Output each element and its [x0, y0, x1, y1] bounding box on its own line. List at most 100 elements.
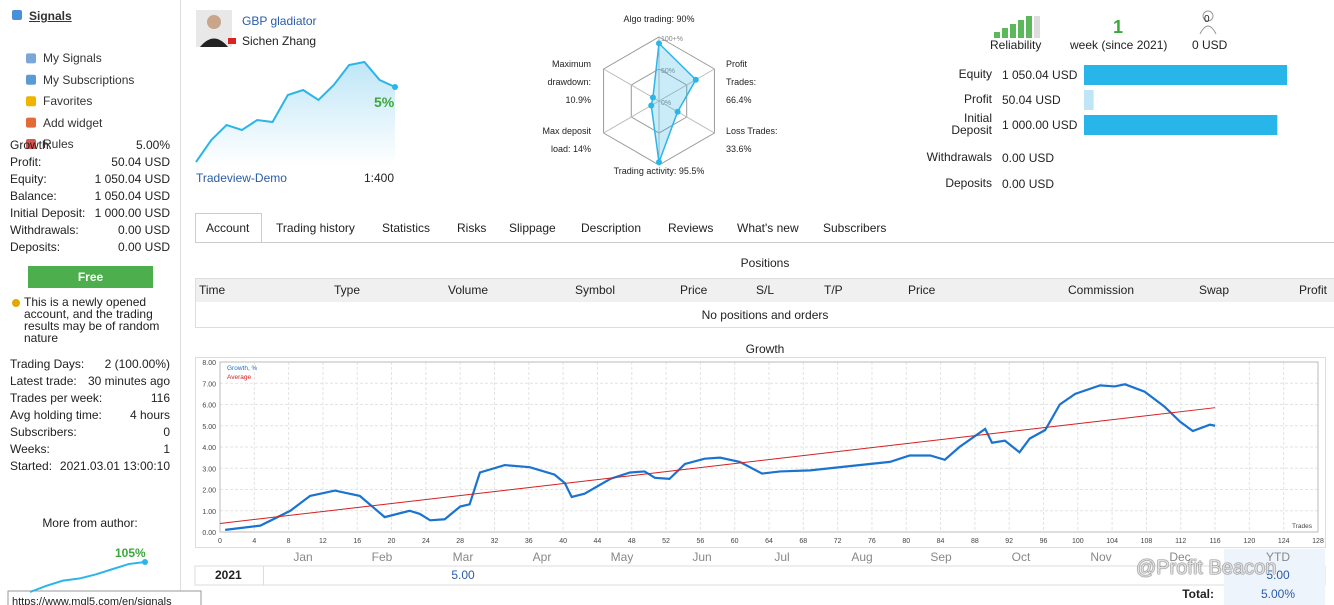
y-tick-label: 3.00	[202, 466, 216, 473]
subscribers-icon	[1199, 10, 1217, 35]
signal-name[interactable]: GBP gladiator	[242, 14, 317, 28]
summary-value: 0.00 USD	[1002, 177, 1055, 191]
radar-point	[649, 94, 656, 101]
free-button[interactable]: Free	[28, 266, 153, 288]
menu-item[interactable]: Favorites	[43, 94, 93, 109]
reliability: Reliability	[990, 38, 1042, 52]
more-title: More from author:	[42, 516, 138, 530]
radar-spoke	[658, 100, 715, 134]
radar-spoke	[658, 68, 715, 102]
tab[interactable]: Description	[581, 221, 642, 235]
x-tick-label: 32	[491, 538, 499, 545]
menu-item[interactable]: My Subscriptions	[43, 72, 135, 87]
x-axis-label: Trades	[1292, 523, 1313, 530]
ytd-col	[1224, 549, 1325, 605]
x-tick-label: 48	[628, 538, 636, 545]
total-label: Total:	[1182, 587, 1214, 601]
tab[interactable]: Account	[206, 221, 250, 235]
tab[interactable]: Risks	[457, 221, 487, 235]
x-tick-label: 44	[594, 538, 602, 545]
tab[interactable]: What's new	[737, 221, 799, 235]
column-header: Volume	[448, 283, 489, 297]
table-header-bg	[195, 278, 1334, 302]
summary-label: Initial Deposit	[951, 111, 992, 137]
radar-label: Trades:	[726, 77, 756, 87]
stat-label: Balance:	[10, 189, 57, 203]
x-tick-label: 116	[1209, 538, 1220, 545]
radar-label: 10.9%	[565, 95, 591, 105]
menu-icon	[26, 53, 36, 64]
radar-label: 33.6%	[726, 144, 752, 154]
y-tick-label: 6.00	[202, 403, 216, 410]
menu-item[interactable]: Add widget	[43, 115, 103, 130]
y-tick-label: 2.00	[202, 488, 216, 495]
table-border	[195, 278, 1334, 328]
menu-item[interactable]: Signals	[29, 9, 72, 23]
x-tick-label: 28	[456, 538, 464, 545]
tab[interactable]: Subscribers	[823, 221, 887, 235]
weeks: 1	[1113, 17, 1124, 37]
stat-label: Initial Deposit:	[10, 206, 86, 220]
notice: This is a newly opened account, and the …	[24, 295, 160, 345]
weeks-label: week (since 2021)	[1070, 38, 1168, 52]
watermark: @Profit Beacon	[1136, 557, 1277, 579]
subscribers: 0	[1204, 14, 1210, 25]
x-tick-label: 0	[218, 538, 222, 545]
empty-row: No positions and orders	[701, 308, 829, 322]
trade-label: Latest trade:	[10, 374, 77, 388]
radar-point	[692, 76, 699, 83]
x-tick-label: 8	[287, 538, 291, 545]
column-header: Symbol	[575, 283, 616, 297]
trade-label: Avg holding time:	[10, 408, 102, 422]
stat-value: 0.00 USD	[117, 240, 170, 254]
x-tick-label: 100	[1072, 538, 1084, 545]
notice-icon	[12, 299, 20, 307]
stat-label: Profit:	[10, 155, 42, 169]
menu-item[interactable]: Rules	[43, 137, 74, 151]
tab[interactable]: Reviews	[668, 221, 714, 235]
trade-label: Started:	[10, 459, 53, 473]
column-header: Type	[334, 283, 361, 297]
x-tick-label: 124	[1278, 538, 1290, 545]
month: Apr	[532, 550, 552, 564]
menu-item[interactable]: My Signals	[43, 51, 102, 66]
summary-bar	[1084, 115, 1278, 135]
menu-icon	[26, 96, 36, 107]
url-box	[7, 590, 202, 605]
x-tick-label: 92	[1005, 538, 1013, 545]
x-tick-label: 84	[937, 538, 945, 545]
plot-frame	[219, 361, 1319, 533]
tab[interactable]: Statistics	[382, 221, 431, 235]
stat-value: 0.00 USD	[117, 223, 170, 237]
trade-label: Weeks:	[10, 442, 50, 456]
tab[interactable]: Slippage	[509, 221, 556, 235]
summary-bar	[1084, 65, 1287, 85]
flag	[228, 38, 236, 44]
summary-bar	[1084, 90, 1094, 110]
month: Sep	[930, 550, 952, 564]
author-spark	[29, 561, 146, 593]
month: Aug	[851, 550, 873, 564]
x-tick-label: 68	[799, 538, 807, 545]
leverage: 1:400	[364, 171, 395, 185]
summary-label: Equity	[958, 67, 992, 81]
spark-growth: 5%	[374, 94, 395, 110]
radar-label: Trading activity: 95.5%	[614, 166, 705, 176]
server[interactable]: Tradeview-Demo	[196, 171, 287, 185]
tab[interactable]: Trading history	[276, 221, 355, 235]
column-header: Commission	[1068, 283, 1135, 297]
x-tick-label: 88	[971, 538, 979, 545]
positions-title: Positions	[740, 256, 790, 270]
column-header: S/L	[756, 283, 775, 297]
stat-label: Equity:	[10, 172, 47, 186]
menu-icon	[12, 10, 22, 20]
radar-label: Algo trading: 90%	[623, 14, 694, 24]
radar-ring-label: 0%	[661, 100, 671, 107]
trade-label: Subscribers:	[10, 425, 77, 439]
radar-label: Loss Trades:	[726, 126, 778, 136]
y-tick-label: 5.00	[202, 424, 216, 431]
y-tick-label: 0.00	[202, 530, 216, 537]
stat-value: 1 050.04 USD	[94, 172, 170, 186]
menu-icon	[26, 74, 36, 85]
